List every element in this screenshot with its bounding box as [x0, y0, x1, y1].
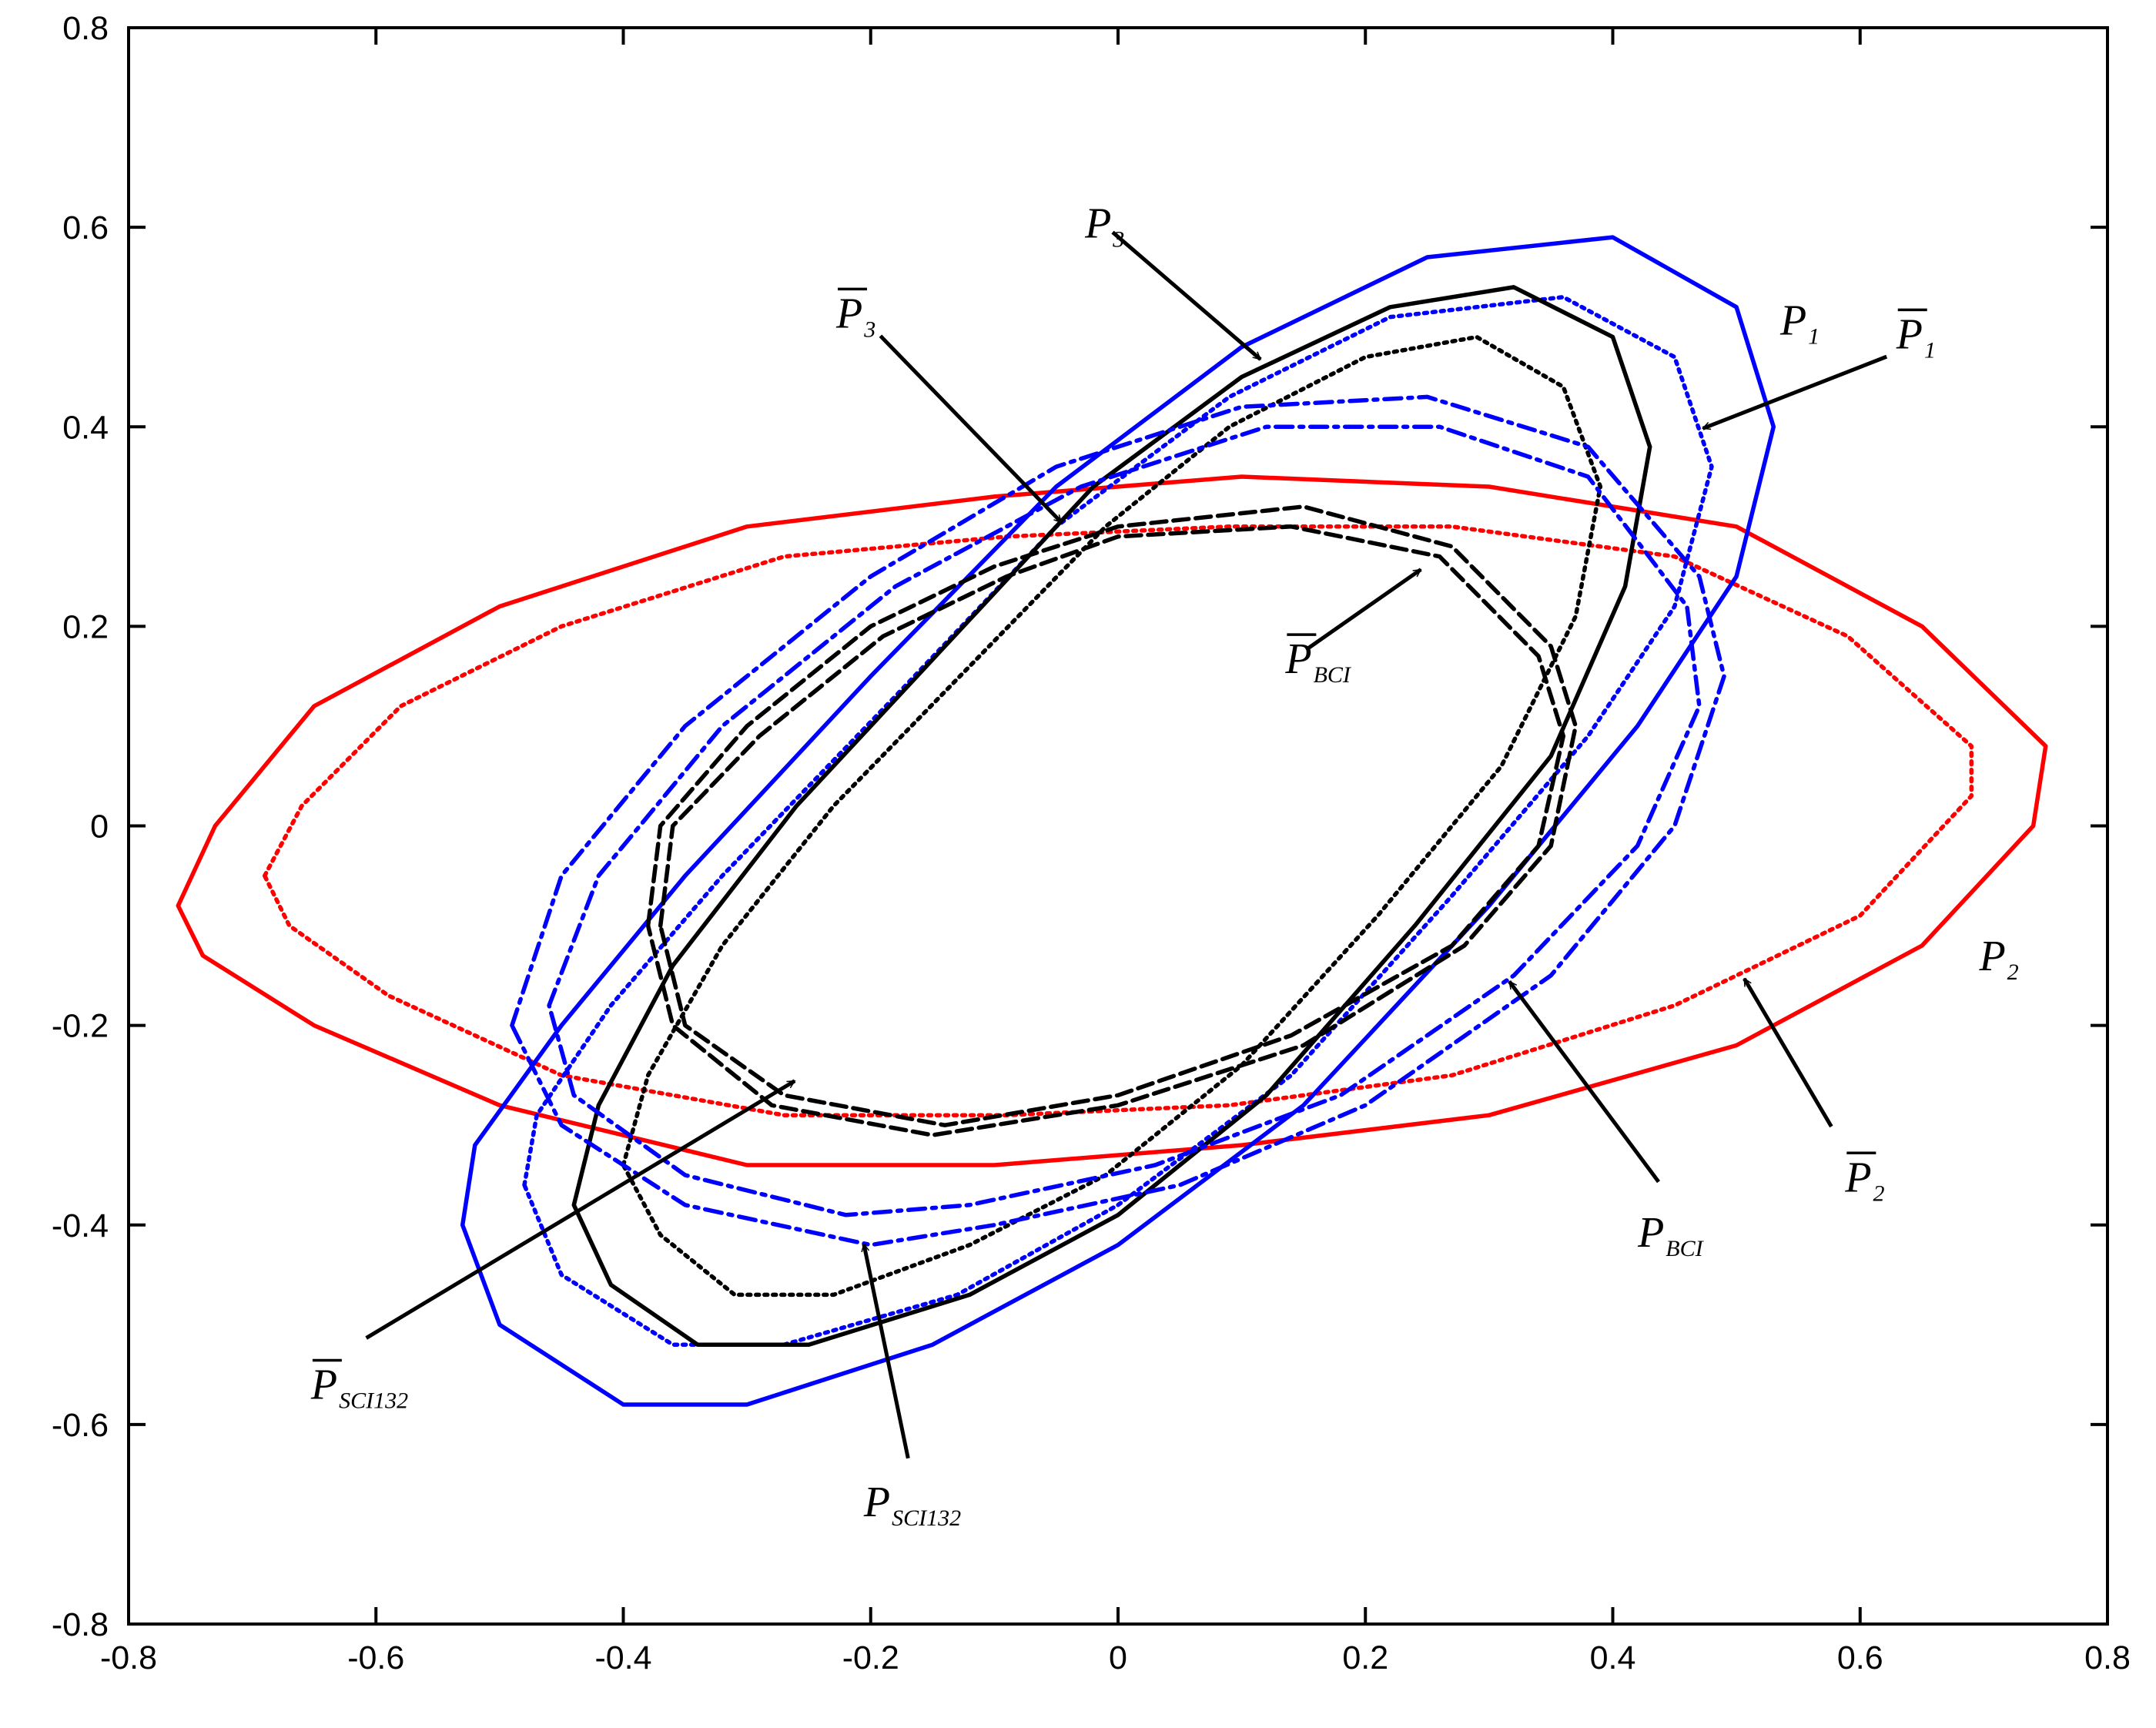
curve	[262, 524, 1974, 1117]
annotation-symbol: P	[863, 1479, 890, 1526]
annotation-arrow	[365, 1079, 795, 1340]
annotation-arrow	[1111, 230, 1262, 361]
curve	[658, 524, 1566, 1127]
y-tick-label: -0.4	[52, 1207, 109, 1244]
annotation-subscript: 2	[2007, 959, 2019, 985]
x-tick-label: -0.4	[594, 1639, 651, 1676]
curve	[547, 424, 1702, 1217]
annotation: P3	[1084, 200, 1262, 361]
annotation: PBCI	[1508, 980, 1705, 1261]
annotation: P2	[1743, 979, 1885, 1206]
plot-frame	[127, 26, 2109, 1626]
y-tick-label: -0.8	[52, 1606, 109, 1643]
curve	[510, 394, 1726, 1247]
annotation-subscript: SCI132	[892, 1505, 961, 1531]
annotation-subscript: 2	[1873, 1180, 1885, 1206]
y-tick-label: -0.2	[52, 1008, 109, 1045]
annotation-symbol: P	[1084, 200, 1111, 248]
annotation-arrow	[1743, 979, 1833, 1128]
curve	[571, 285, 1652, 1347]
annotation-symbol: P	[310, 1361, 337, 1409]
annotation-arrow	[1304, 568, 1422, 651]
x-tick-label: -0.2	[842, 1639, 899, 1676]
annotation: PSCI132	[863, 1244, 961, 1531]
annotation-subscript: 3	[863, 316, 875, 342]
x-tick-label: -0.8	[100, 1639, 157, 1676]
annotation-label: PBCI	[1637, 1209, 1705, 1261]
curve	[621, 334, 1603, 1298]
y-tick-label: 0.2	[62, 608, 109, 645]
annotation-label: P2	[1844, 1154, 1884, 1206]
annotation-symbol: P	[1896, 310, 1923, 358]
annotation: PBCI	[1284, 568, 1422, 688]
annotation-subscript: 1	[1808, 323, 1820, 349]
annotation-label: PBCI	[1284, 635, 1352, 688]
annotation: P2	[1978, 933, 2018, 985]
x-tick-label: 0.8	[2084, 1639, 2131, 1676]
annotation-label: P1	[1896, 310, 1936, 363]
annotation-symbol: P	[1637, 1209, 1664, 1257]
annotation: PSCI132	[310, 1079, 795, 1414]
annotation-label: P1	[1779, 296, 1820, 349]
annotation-label: P3	[835, 290, 875, 342]
curve	[522, 295, 1714, 1347]
annotation-symbol: P	[1978, 933, 2005, 980]
annotation: P1	[1702, 308, 1936, 430]
annotation-label: P3	[1084, 200, 1124, 253]
annotation-label: PSCI132	[863, 1479, 961, 1531]
annotation-arrow	[879, 334, 1063, 524]
curve	[176, 474, 2048, 1167]
curve	[645, 504, 1578, 1137]
annotation-symbol: P	[835, 290, 862, 337]
annotation-symbol: P	[1284, 635, 1311, 683]
y-tick-label: 0.4	[62, 409, 109, 446]
annotation: P3	[835, 287, 1063, 524]
annotation-subscript: 1	[1924, 337, 1936, 363]
annotation-arrow	[1508, 980, 1661, 1184]
annotation: P1	[1779, 296, 1820, 349]
annotation-arrow	[1702, 354, 1888, 430]
annotation-subscript: BCI	[1666, 1236, 1704, 1261]
x-tick-label: 0.6	[1837, 1639, 1883, 1676]
x-tick-label: 0.2	[1342, 1639, 1388, 1676]
y-tick-label: 0.6	[62, 209, 109, 246]
x-tick-label: 0.4	[1590, 1639, 1636, 1676]
annotation-label: P2	[1978, 933, 2018, 985]
x-tick-label: -0.6	[347, 1639, 404, 1676]
annotation-arrow	[864, 1244, 910, 1459]
x-tick-label: 0	[1109, 1639, 1127, 1676]
annotation-label: PSCI132	[310, 1361, 408, 1414]
annotation-symbol: P	[1779, 296, 1806, 344]
curve	[460, 235, 1776, 1407]
y-tick-label: 0	[90, 809, 109, 846]
annotation-subscript: BCI	[1314, 662, 1352, 688]
annotation-subscript: SCI132	[339, 1388, 408, 1414]
y-tick-label: -0.6	[52, 1407, 109, 1444]
annotation-symbol: P	[1844, 1154, 1871, 1201]
y-tick-label: 0.8	[62, 10, 109, 47]
